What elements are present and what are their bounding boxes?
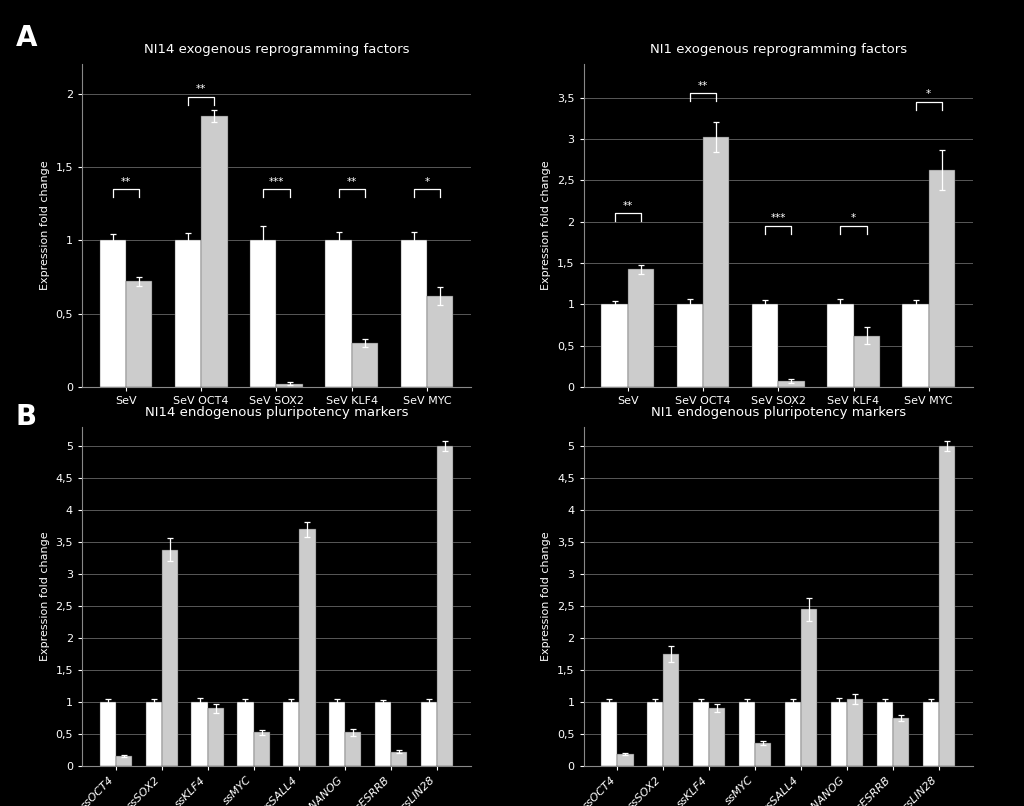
Bar: [201, 116, 227, 387]
Title: NI14 endogenous pluripotency markers: NI14 endogenous pluripotency markers: [144, 406, 409, 419]
Bar: [99, 240, 126, 387]
Bar: [854, 335, 880, 387]
Bar: [756, 743, 771, 766]
Bar: [126, 281, 153, 387]
Bar: [877, 702, 893, 766]
Bar: [601, 702, 617, 766]
Y-axis label: Expression fold change: Expression fold change: [542, 532, 552, 661]
Bar: [276, 384, 303, 387]
Text: **: **: [697, 81, 709, 91]
Bar: [421, 702, 437, 766]
Bar: [664, 654, 680, 766]
Bar: [677, 304, 702, 387]
Y-axis label: Expression fold change: Expression fold change: [40, 161, 50, 290]
Bar: [375, 702, 391, 766]
Bar: [847, 699, 863, 766]
Bar: [831, 702, 847, 766]
Bar: [752, 304, 778, 387]
Bar: [693, 702, 710, 766]
Bar: [391, 752, 408, 766]
Bar: [893, 718, 909, 766]
Bar: [299, 530, 315, 766]
Text: A: A: [15, 24, 37, 52]
Text: *: *: [851, 214, 856, 223]
Text: ***: ***: [268, 177, 285, 187]
Bar: [427, 296, 454, 387]
Bar: [923, 702, 939, 766]
Title: NI1 exogenous reprogramming factors: NI1 exogenous reprogramming factors: [649, 44, 907, 56]
Bar: [162, 550, 178, 766]
Bar: [400, 240, 427, 387]
Y-axis label: Expression fold change: Expression fold change: [542, 161, 552, 290]
Bar: [778, 381, 805, 387]
Text: **: **: [196, 85, 207, 94]
Text: B: B: [15, 403, 37, 431]
Text: **: **: [623, 201, 633, 211]
Bar: [437, 447, 454, 766]
Bar: [939, 447, 955, 766]
Bar: [330, 702, 345, 766]
Bar: [710, 708, 725, 766]
Legend: NI1 p12, NI1 p34: NI1 p12, NI1 p34: [707, 459, 850, 478]
Bar: [628, 269, 654, 387]
Bar: [739, 702, 756, 766]
Bar: [175, 240, 201, 387]
Text: *: *: [926, 89, 932, 99]
Text: **: **: [346, 177, 357, 187]
Title: NI14 exogenous reprogramming factors: NI14 exogenous reprogramming factors: [143, 44, 410, 56]
Bar: [702, 137, 729, 387]
Y-axis label: Expression fold change: Expression fold change: [40, 532, 50, 661]
Bar: [238, 702, 254, 766]
Bar: [902, 304, 929, 387]
Text: **: **: [121, 177, 131, 187]
Bar: [208, 708, 223, 766]
Bar: [827, 304, 854, 387]
Bar: [352, 343, 378, 387]
Bar: [116, 756, 132, 766]
Text: *: *: [424, 177, 430, 187]
Bar: [929, 170, 955, 387]
Text: ***: ***: [770, 214, 786, 223]
Bar: [99, 702, 116, 766]
Bar: [617, 754, 634, 766]
Title: NI1 endogenous pluripotency markers: NI1 endogenous pluripotency markers: [650, 406, 906, 419]
Bar: [345, 733, 361, 766]
Bar: [284, 702, 299, 766]
Bar: [801, 609, 817, 766]
Bar: [250, 240, 276, 387]
Bar: [191, 702, 208, 766]
Bar: [785, 702, 801, 766]
Bar: [326, 240, 352, 387]
Bar: [254, 733, 269, 766]
Bar: [647, 702, 664, 766]
Bar: [601, 304, 628, 387]
Bar: [145, 702, 162, 766]
Legend: NI14 p12, NI14 p32: NI14 p12, NI14 p32: [198, 459, 355, 478]
